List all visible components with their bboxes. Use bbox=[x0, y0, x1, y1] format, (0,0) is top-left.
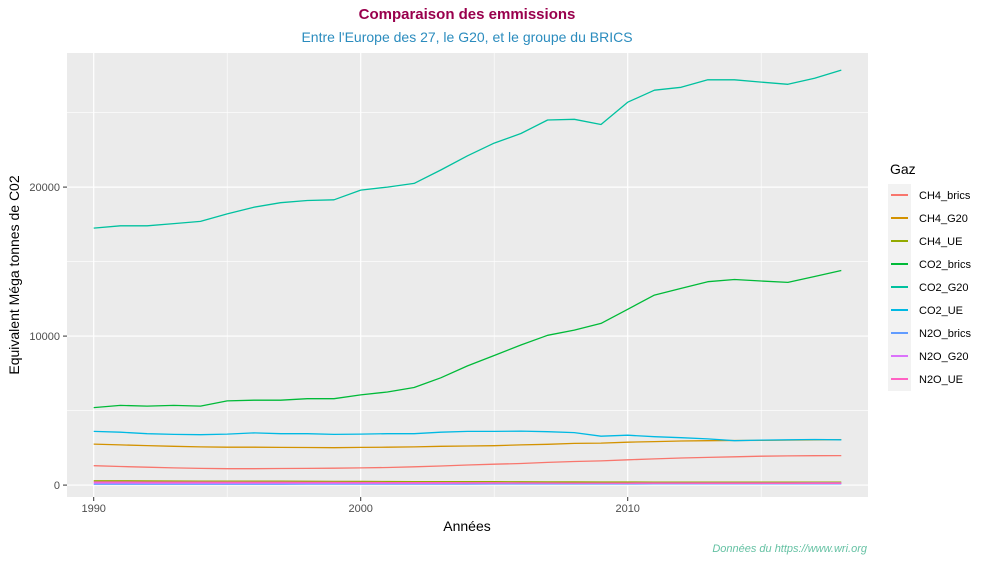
y-tick-label: 20000 bbox=[29, 182, 60, 194]
series-line-n2o-ue bbox=[93, 481, 842, 485]
x-tick-label: 2010 bbox=[615, 503, 639, 515]
legend-label-ch4-brics: CH4_brics bbox=[919, 190, 971, 202]
grid-major bbox=[67, 53, 868, 497]
legend-label-co2-brics: CO2_brics bbox=[919, 259, 971, 271]
legend-label-ch4-g20: CH4_G20 bbox=[919, 213, 968, 225]
legend-label-n2o-g20: N2O_G20 bbox=[919, 351, 969, 363]
legend-label-ch4-ue: CH4_UE bbox=[919, 236, 962, 248]
y-tick-label: 0 bbox=[54, 480, 60, 492]
grid-minor bbox=[67, 53, 868, 497]
chart-title: Comparaison des emmissions bbox=[359, 6, 576, 23]
x-axis-title: Années bbox=[443, 518, 490, 534]
plot-panel bbox=[67, 53, 868, 497]
x-tick-label: 2000 bbox=[348, 503, 372, 515]
series-line-co2-ue bbox=[93, 430, 842, 442]
series-line-ch4-ue bbox=[93, 480, 842, 483]
legend-label-n2o-ue: N2O_UE bbox=[919, 374, 963, 386]
y-axis-title: Equivalent Méga tonnes de C02 bbox=[6, 175, 22, 374]
legend-label-co2-ue: CO2_UE bbox=[919, 305, 963, 317]
legend: Gaz CH4_brics CH4_G20 CH4_UE CO2_brics CO2_G… bbox=[888, 161, 971, 391]
legend-label-co2-g20: CO2_G20 bbox=[919, 282, 969, 294]
y-axis-ticks: 0 10000 20000 bbox=[29, 182, 67, 492]
legend-label-n2o-brics: N2O_brics bbox=[919, 328, 971, 340]
series-lines bbox=[93, 69, 842, 485]
series-line-co2-brics bbox=[93, 269, 842, 409]
legend-title: Gaz bbox=[890, 161, 916, 177]
chart-caption: Données du https://www.wri.org bbox=[712, 543, 868, 555]
x-axis-ticks: 1990 2000 2010 bbox=[81, 497, 640, 515]
x-tick-label: 1990 bbox=[81, 503, 105, 515]
y-tick-label: 10000 bbox=[29, 331, 60, 343]
series-line-ch4-brics bbox=[93, 454, 842, 470]
series-line-co2-g20 bbox=[93, 69, 842, 229]
chart-subtitle: Entre l'Europe des 27, le G20, et le gro… bbox=[301, 29, 632, 45]
series-line-ch4-g20 bbox=[93, 438, 842, 449]
